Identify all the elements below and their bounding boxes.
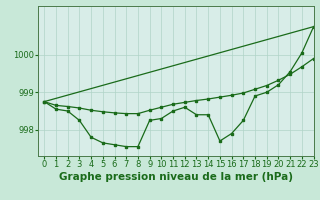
X-axis label: Graphe pression niveau de la mer (hPa): Graphe pression niveau de la mer (hPa) <box>59 172 293 182</box>
